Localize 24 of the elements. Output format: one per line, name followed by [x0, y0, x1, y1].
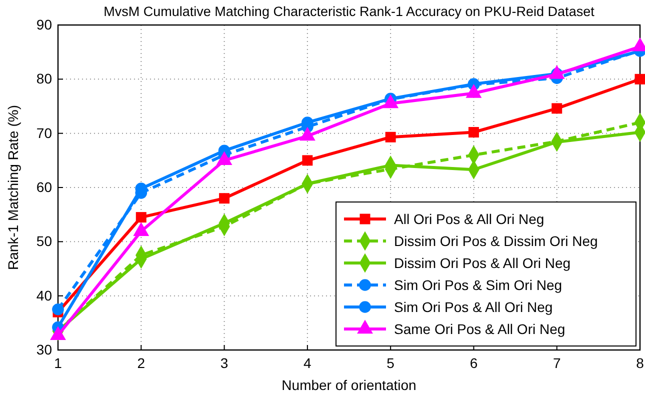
legend-label: Sim Ori Pos & All Ori Neg — [394, 299, 553, 315]
legend-label: All Ori Pos & All Ori Neg — [394, 211, 544, 227]
x-tick-label: 3 — [220, 354, 228, 371]
x-tick-label: 7 — [552, 354, 561, 371]
y-tick-label: 30 — [36, 341, 52, 358]
legend-label: Dissim Ori Pos & All Ori Neg — [394, 255, 571, 271]
x-axis-title: Number of orientation — [282, 377, 416, 393]
y-tick-label: 50 — [36, 233, 52, 250]
x-tick-label: 4 — [304, 354, 312, 371]
x-tick-label: 5 — [386, 354, 395, 371]
x-tick-label: 8 — [636, 354, 644, 371]
legend-label: Same Ori Pos & All Ori Neg — [394, 321, 566, 337]
legend-label: Dissim Ori Pos & Dissim Ori Neg — [394, 233, 598, 249]
y-tick-label: 70 — [36, 124, 52, 141]
x-tick-label: 6 — [470, 354, 478, 371]
y-tick-label: 40 — [36, 287, 52, 304]
y-tick-label: 80 — [36, 70, 52, 87]
x-tick-label: 1 — [54, 354, 62, 371]
x-tick-label: 2 — [137, 354, 146, 371]
legend-label: Sim Ori Pos & Sim Ori Neg — [394, 277, 562, 293]
y-axis-title: Rank-1 Matching Rate (%) — [5, 105, 21, 270]
y-tick-label: 90 — [36, 16, 52, 32]
y-tick-label: 60 — [36, 178, 52, 195]
chart-title: MvsM Cumulative Matching Characteristic Rank-1 Accuracy on PKU-Reid Dataset — [104, 4, 595, 19]
